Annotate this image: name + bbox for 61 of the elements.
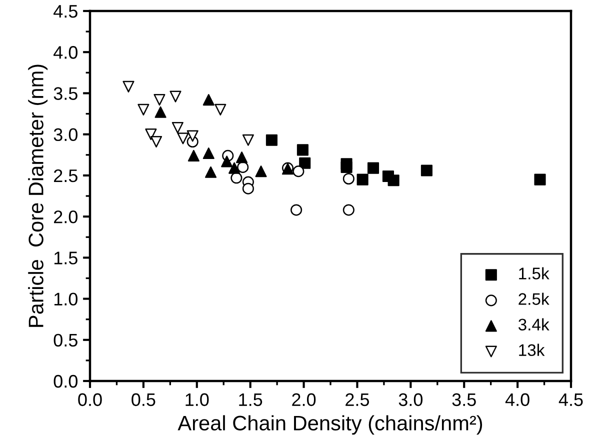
point [356, 174, 368, 186]
point [170, 90, 182, 102]
x-tick-label: 0.0 [78, 393, 102, 406]
x-tick-label: 1.5 [239, 393, 262, 406]
point [290, 204, 302, 216]
y-tick-label: 4.5 [54, 5, 78, 18]
legend-label: 13k [519, 344, 545, 356]
point [154, 94, 166, 106]
legend-label: 2.5k [518, 292, 550, 305]
y-tick-label: 3.5 [54, 87, 78, 100]
x-tick-label: 4.0 [505, 393, 530, 406]
y-tick-label: 1.5 [54, 252, 78, 264]
y-tick-label: 1.0 [54, 292, 78, 306]
point [299, 157, 311, 169]
point [242, 134, 254, 146]
point [342, 172, 354, 185]
point [202, 147, 214, 160]
point [202, 94, 214, 106]
point [228, 162, 240, 174]
legend-label: 1.5k [519, 267, 550, 280]
point [186, 130, 198, 142]
point [342, 204, 354, 216]
x-tick-label: 2.5 [346, 393, 370, 406]
x-tick-label: 1.0 [186, 393, 209, 406]
point [205, 166, 217, 178]
point [420, 164, 432, 176]
point [145, 128, 157, 140]
x-axis-title: Areal Chain Density (chains/nm²) [178, 415, 482, 435]
point [367, 162, 380, 174]
x-tick-label: 2.0 [292, 393, 316, 406]
x-tick-label: 3.0 [398, 393, 423, 406]
point [534, 174, 546, 186]
y-tick-label: 4.0 [54, 46, 78, 59]
y-axis-title: Particle Core Diameter (nm) [28, 64, 48, 327]
legend-label: 3.4k [518, 318, 550, 331]
point [236, 152, 248, 164]
y-tick-label: 2.0 [54, 210, 78, 224]
point [230, 172, 242, 184]
point [221, 156, 233, 168]
x-tick-label: 0.5 [132, 393, 156, 406]
point [388, 174, 400, 186]
point [340, 161, 352, 173]
point [292, 166, 304, 178]
y-tick-label: 3.0 [54, 128, 78, 142]
point [242, 182, 254, 194]
x-tick-label: 4.5 [558, 393, 583, 406]
y-tick-label: 0.5 [54, 334, 78, 347]
point [150, 136, 162, 148]
point [154, 106, 166, 118]
point [177, 132, 189, 144]
point [296, 144, 308, 156]
point [122, 80, 134, 92]
y-tick-label: 2.5 [54, 169, 78, 182]
x-tick-label: 3.5 [452, 393, 476, 406]
point [255, 166, 267, 178]
point [188, 150, 200, 162]
point [266, 134, 278, 146]
y-tick-label: 0.0 [54, 374, 78, 388]
point [214, 104, 226, 116]
point [172, 122, 184, 134]
point [138, 104, 150, 116]
